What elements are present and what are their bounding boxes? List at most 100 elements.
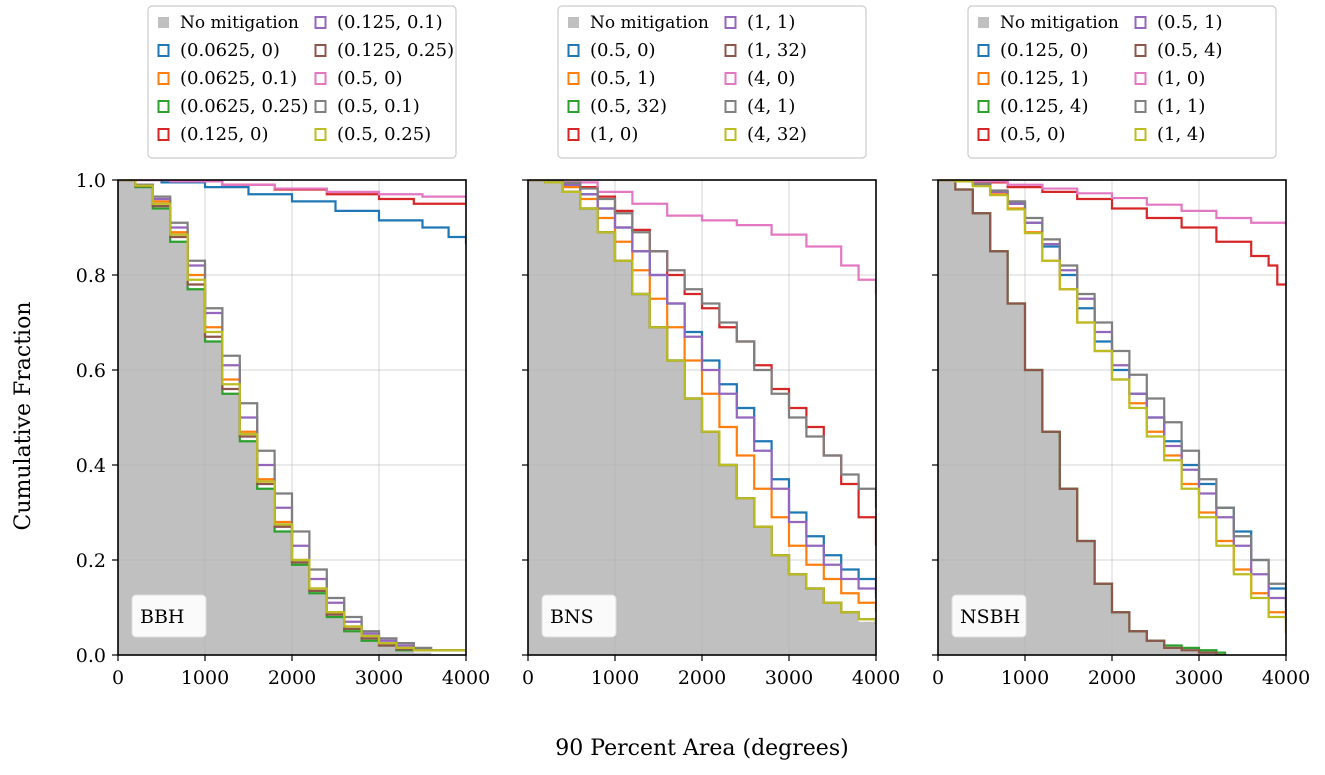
legend-item: No mitigation bbox=[158, 13, 299, 33]
legend-label: No mitigation bbox=[1000, 13, 1119, 33]
series-line bbox=[528, 180, 876, 508]
panel-label-box bbox=[951, 594, 1027, 638]
legend-swatch bbox=[567, 72, 580, 85]
legend-label: (0.125, 0) bbox=[180, 124, 268, 145]
panel-label-text: NSBH bbox=[960, 606, 1020, 628]
legend-swatch bbox=[568, 17, 579, 28]
legend-box bbox=[967, 5, 1277, 159]
x-tick-label: 1000 bbox=[591, 667, 639, 689]
legend-item: (0.5, 0) bbox=[314, 68, 403, 89]
legend-label: (0.5, 0.25) bbox=[337, 124, 431, 145]
legend-item: (1, 0) bbox=[567, 124, 638, 145]
legend-swatch bbox=[314, 16, 327, 29]
x-tick-label: 0 bbox=[522, 667, 534, 689]
legend-label: (4, 0) bbox=[747, 68, 795, 89]
legend-swatch bbox=[1134, 100, 1147, 113]
legend-item: (0.125, 4) bbox=[977, 96, 1088, 117]
legend-swatch bbox=[157, 44, 170, 57]
series-line bbox=[118, 180, 466, 652]
legend-label: (0.0625, 0.1) bbox=[180, 68, 297, 89]
y-tick-label: 0.8 bbox=[76, 265, 106, 287]
y-axis-label: Cumulative Fraction bbox=[11, 301, 36, 530]
x-tick-label: 2000 bbox=[1088, 667, 1136, 689]
legend-swatch bbox=[1134, 128, 1147, 141]
x-tick-label: 0 bbox=[112, 667, 124, 689]
legend-label: (1, 0) bbox=[590, 124, 638, 145]
legend-swatch bbox=[977, 100, 990, 113]
legend-label: (0.125, 1) bbox=[1000, 68, 1088, 89]
legend-swatch bbox=[314, 72, 327, 85]
legend-swatch bbox=[977, 128, 990, 141]
series-line bbox=[528, 180, 876, 625]
legend-item: (4, 32) bbox=[724, 124, 807, 145]
x-tick-label: 0 bbox=[932, 667, 944, 689]
panel-nsbh: 0 1000 2000 3000 4000 NSBH No mitigation (0.125… bbox=[932, 5, 1310, 689]
y-tick-label: 0.2 bbox=[76, 550, 106, 572]
legend-item: (0.5, 0) bbox=[977, 124, 1066, 145]
plot-area bbox=[118, 180, 466, 655]
legend-label: (0.125, 0.1) bbox=[337, 12, 443, 33]
legend-swatch bbox=[1134, 16, 1147, 29]
legend-item: No mitigation bbox=[568, 13, 709, 33]
legend-item: (1, 0) bbox=[1134, 68, 1205, 89]
legend-swatch bbox=[724, 72, 737, 85]
legend-item: (0.125, 0) bbox=[157, 124, 268, 145]
legend-item: (0.125, 1) bbox=[977, 68, 1088, 89]
x-tick-label: 4000 bbox=[852, 667, 900, 689]
legend-label: (0.5, 4) bbox=[1157, 40, 1223, 61]
panel-label: BNS bbox=[541, 594, 617, 638]
legend-item: (0.5, 1) bbox=[1134, 12, 1223, 33]
legend-label: (0.125, 4) bbox=[1000, 96, 1088, 117]
legend-item: (1, 32) bbox=[724, 40, 807, 61]
legend-swatch bbox=[1134, 44, 1147, 57]
legend-swatch bbox=[567, 100, 580, 113]
legend-label: No mitigation bbox=[590, 13, 709, 33]
legend-swatch bbox=[724, 16, 737, 29]
legend-label: (0.0625, 0) bbox=[180, 40, 280, 61]
legend-label: (0.125, 0.25) bbox=[337, 40, 454, 61]
x-tick-label: 2000 bbox=[268, 667, 316, 689]
x-tick-label: 1000 bbox=[1001, 667, 1049, 689]
legend-item: No mitigation bbox=[978, 13, 1119, 33]
legend-swatch bbox=[724, 128, 737, 141]
legend-swatch bbox=[1134, 72, 1147, 85]
legend-label: (1, 1) bbox=[1157, 96, 1205, 117]
series-line bbox=[118, 180, 466, 198]
legend-label: (1, 4) bbox=[1157, 124, 1205, 145]
panel-bbh: 0 1000 2000 3000 4000 0.0 0.2 0.4 0.6 0.8 1.0 BBH No… bbox=[76, 5, 490, 689]
legend-item: (1, 1) bbox=[1134, 96, 1205, 117]
legend-label: (0.5, 32) bbox=[590, 96, 667, 117]
legend-item: (0.5, 0.25) bbox=[314, 124, 431, 145]
legend-swatch bbox=[977, 72, 990, 85]
x-tick-label: 2000 bbox=[678, 667, 726, 689]
legend-label: No mitigation bbox=[180, 13, 299, 33]
legend-label: (1, 1) bbox=[747, 12, 795, 33]
legend-swatch bbox=[724, 44, 737, 57]
legend-label: (4, 1) bbox=[747, 96, 795, 117]
legend-item: (0.5, 4) bbox=[1134, 40, 1223, 61]
panel-label: BBH bbox=[131, 594, 207, 638]
legend-label: (1, 0) bbox=[1157, 68, 1205, 89]
legend-swatch bbox=[157, 72, 170, 85]
legend-item: (0.0625, 0.25) bbox=[157, 96, 309, 117]
y-tick-label: 0.6 bbox=[76, 360, 106, 382]
legend-label: (0.5, 1) bbox=[590, 68, 656, 89]
legend: No mitigation (0.5, 0) (0.5, 1) (0.5, 32) (1… bbox=[557, 5, 867, 159]
legend-swatch bbox=[978, 17, 989, 28]
series-line bbox=[528, 180, 876, 598]
legend-item: (0.5, 0) bbox=[567, 40, 656, 61]
legend-item: (0.5, 0.1) bbox=[314, 96, 420, 117]
legend-box bbox=[557, 5, 867, 159]
legend-swatch bbox=[314, 44, 327, 57]
y-tick-label: 0.4 bbox=[76, 455, 106, 477]
series-line bbox=[938, 180, 1286, 286]
x-tick-label: 3000 bbox=[765, 667, 813, 689]
series-line bbox=[118, 180, 466, 652]
legend-swatch bbox=[567, 128, 580, 141]
series-line bbox=[938, 180, 1286, 226]
legend-item: (1, 1) bbox=[724, 12, 795, 33]
plot-area bbox=[528, 180, 876, 655]
legend-swatch bbox=[157, 100, 170, 113]
